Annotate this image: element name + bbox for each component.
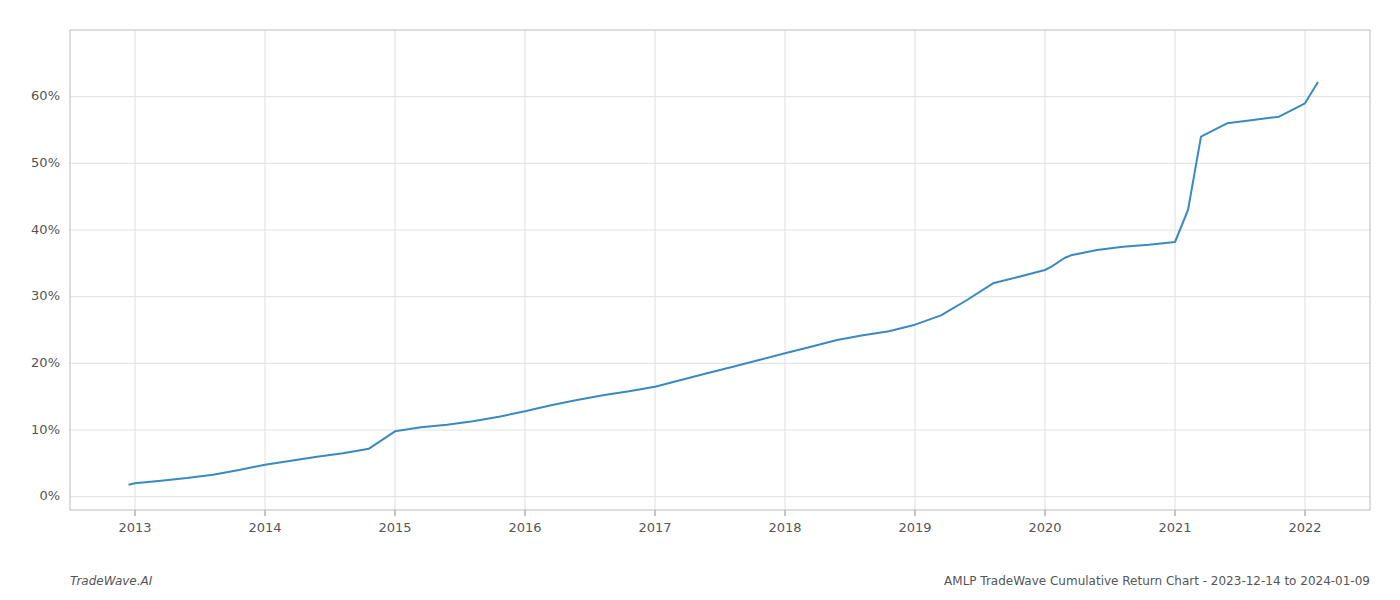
x-tick-mark: [525, 510, 526, 516]
footer-left: TradeWave.AI: [70, 574, 153, 588]
plot-frame: [70, 30, 1370, 510]
x-tick-label: 2017: [638, 520, 671, 535]
y-tick-label: 60%: [31, 88, 60, 103]
x-tick-label: 2016: [508, 520, 541, 535]
x-tick-label: 2015: [378, 520, 411, 535]
series: [129, 82, 1319, 485]
x-tick-mark: [1305, 510, 1306, 516]
chart: 0% 10% 20% 30% 40% 50% 60% 2013 2014 2015 2016 2017…: [0, 0, 1400, 600]
y-tick-label: 10%: [31, 422, 60, 437]
x-tick-label: 2013: [118, 520, 151, 535]
line: [129, 82, 1319, 485]
footer-right: AMLP TradeWave Cumulative Return Chart -…: [944, 574, 1370, 588]
x-grid-line: [1175, 30, 1176, 510]
y-tick-label: 0%: [39, 488, 60, 503]
grid: [70, 30, 1370, 510]
x-tick-label: 2020: [1028, 520, 1061, 535]
x-tick-label: 2022: [1288, 520, 1321, 535]
x-tick-mark: [785, 510, 786, 516]
x-grid-line: [525, 30, 526, 510]
x-tick-mark: [265, 510, 266, 516]
x-tick-mark: [1045, 510, 1046, 516]
x-grid-line: [785, 30, 786, 510]
x-grid-line: [135, 30, 136, 510]
x-tick-mark: [135, 510, 136, 516]
x-grid-line: [265, 30, 266, 510]
y-tick-label: 30%: [31, 288, 60, 303]
x-tick-label: 2019: [898, 520, 931, 535]
x-tick-label: 2018: [768, 520, 801, 535]
y-tick-label: 40%: [31, 222, 60, 237]
y-tick-label: 50%: [31, 155, 60, 170]
x-tick-mark: [655, 510, 656, 516]
x-grid-line: [655, 30, 656, 510]
y-tick-label: 20%: [31, 355, 60, 370]
x-tick-mark: [915, 510, 916, 516]
x-grid-line: [395, 30, 396, 510]
axes: 0% 10% 20% 30% 40% 50% 60% 2013 2014 2015 2016 2017…: [31, 30, 1370, 535]
x-tick-label: 2021: [1158, 520, 1191, 535]
x-tick-mark: [395, 510, 396, 516]
x-grid-line: [915, 30, 916, 510]
x-tick-mark: [1175, 510, 1176, 516]
x-tick-label: 2014: [248, 520, 281, 535]
